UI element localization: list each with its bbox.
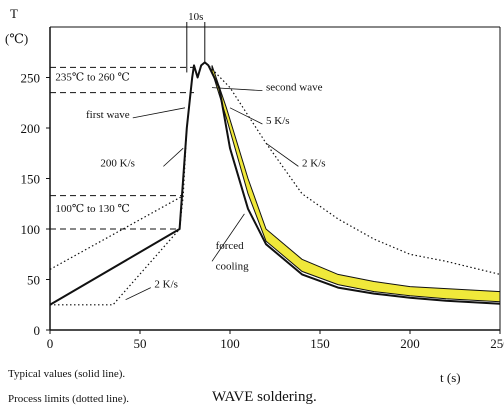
y-axis-unit: (℃) (5, 31, 28, 46)
x-tick-label: 250 (490, 336, 504, 351)
annotations: 235℃ to 260 ℃ 100℃ to 130 ℃ first wave 200 … (55, 72, 326, 301)
solid-typical-line (49, 61, 501, 306)
annotation-label: 5 K/s (266, 115, 290, 127)
series-lines (49, 61, 501, 306)
annotation-label: forced (216, 240, 245, 252)
annotation-leader (265, 142, 299, 167)
y-tick-label: 0 (34, 323, 41, 338)
dotted-limit-line-1 (50, 61, 501, 306)
y-tick-label: 250 (21, 71, 41, 86)
annotation-leader (163, 147, 184, 167)
axes: 10s 0 50 100 150 200 250 0 50 100 150 200 250 T (℃) t (… (5, 6, 504, 385)
footer-limits: Process limits (dotted line). (8, 393, 129, 405)
x-tick-label: 200 (400, 336, 420, 351)
annotation-leader (125, 287, 151, 301)
annotation-label: second wave (266, 82, 323, 94)
y-axis-symbol: T (10, 6, 18, 21)
tolerance-band (211, 65, 501, 303)
x-tick-label: 150 (310, 336, 330, 351)
annotation-label: first wave (86, 109, 130, 121)
yellow-band (211, 65, 501, 303)
reference-lines (50, 66, 194, 230)
annotation-label: 100℃ to 130 ℃ (55, 203, 129, 215)
x-tick-label: 0 (47, 336, 54, 351)
annotation-label: 2 K/s (154, 279, 178, 291)
annotation-label: cooling (216, 260, 249, 272)
chart-caption: WAVE soldering. (212, 389, 317, 405)
annotation-leader (132, 107, 186, 119)
dotted-limit-line-2 (49, 195, 184, 270)
annotation-label: 235℃ to 260 ℃ (55, 72, 129, 84)
footer-typical: Typical values (solid line). (8, 368, 126, 380)
annotation-label: 200 K/s (100, 157, 135, 169)
annotation-leader (211, 213, 245, 262)
annotation-label: 2 K/s (302, 157, 326, 169)
y-tick-label: 150 (21, 172, 41, 187)
y-tick-label: 200 (21, 121, 41, 136)
y-tick-label: 50 (27, 273, 40, 288)
dwell-label: 10s (188, 11, 203, 23)
x-tick-label: 50 (134, 336, 147, 351)
annotation-leader (229, 107, 263, 125)
x-axis-label: t (s) (440, 370, 461, 385)
y-tick-label: 100 (21, 222, 41, 237)
annotation-leader (211, 87, 263, 92)
x-tick-label: 100 (220, 336, 240, 351)
